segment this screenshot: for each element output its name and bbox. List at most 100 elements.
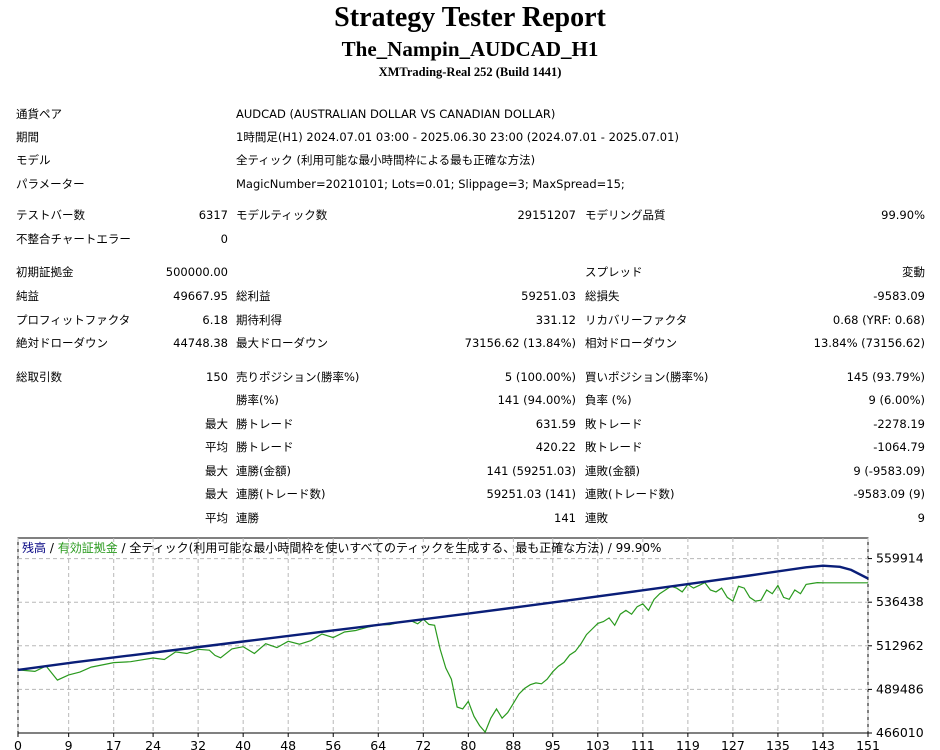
short-label: 売りポジション(勝率%) <box>236 370 360 384</box>
abs-dd-label: 絶対ドローダウン <box>16 336 108 350</box>
x-tick-label: 48 <box>280 738 296 750</box>
plot-area <box>17 537 869 734</box>
y-tick-label: 512962 <box>876 638 924 653</box>
x-tick-label: 95 <box>545 738 561 750</box>
consec-wins-count-label: 連勝(トレード数) <box>236 487 326 501</box>
bars-label: テストバー数 <box>16 208 85 222</box>
rel-dd-label: 相対ドローダウン <box>585 336 677 350</box>
average-label: 平均 <box>205 440 228 454</box>
consec-losses-count-label: 連敗(トレード数) <box>585 487 675 501</box>
consec-losses-count-value: -9583.09 (9) <box>853 487 925 501</box>
bars-value: 6317 <box>198 208 228 222</box>
gross-loss-value: -9583.09 <box>873 289 925 303</box>
report-title: Strategy Tester Report <box>334 2 606 33</box>
series-layer <box>17 564 869 734</box>
x-tick-label: 24 <box>145 738 161 750</box>
y-axis: 466010 489486 512962 536438 559914 <box>868 551 924 740</box>
avg-win-label: 勝トレード <box>236 440 294 454</box>
consec-losses-money-value: 9 (-9583.09) <box>853 464 925 478</box>
recovery-label: リカバリーファクタ <box>585 313 688 327</box>
avg-win-value: 420.22 <box>535 440 576 454</box>
quality-label: モデリング品質 <box>585 208 666 222</box>
model-value: 全ティック (利用可能な最小時間枠による最も正確な方法) <box>236 153 536 167</box>
avg-loss-value: -1064.79 <box>873 440 925 454</box>
x-tick-label: 119 <box>676 738 700 750</box>
avg-consec-label: 平均 <box>205 511 228 525</box>
x-tick-label: 17 <box>106 738 122 750</box>
server-info: XMTrading-Real 252 (Build 1441) <box>378 65 562 79</box>
period-value: 1時間足(H1) 2024.07.01 03:00 - 2025.06.30 2… <box>236 130 679 144</box>
consec-losses-money-label: 連敗(金額) <box>585 464 640 478</box>
legend-sep-1: / <box>46 541 58 555</box>
x-tick-label: 143 <box>811 738 835 750</box>
short-value: 5 (100.00%) <box>504 370 576 384</box>
gross-profit-label: 総利益 <box>236 289 271 303</box>
x-tick-label: 0 <box>14 738 22 750</box>
abs-dd-value: 44748.38 <box>173 336 228 350</box>
quality-value: 99.90% <box>881 208 925 222</box>
avg-consec-wins-label: 連勝 <box>236 511 259 525</box>
ticks-label: モデルティック数 <box>236 208 328 222</box>
gross-profit-value: 59251.03 <box>521 289 576 303</box>
x-axis: 0 9 17 24 32 40 48 56 64 72 80 88 95 103 111 119 127 135 1… <box>14 733 880 750</box>
avg-consec-losses-label: 連敗 <box>585 511 608 525</box>
avg-consec-losses-value: 9 <box>917 511 925 525</box>
model-label: モデル <box>16 153 51 167</box>
params-label: パラメーター <box>16 177 85 191</box>
params-value: MagicNumber=20210101; Lots=0.01; Slippag… <box>236 177 625 191</box>
legend-sep-2: / <box>118 541 130 555</box>
consec-wins-money-label: 連勝(金額) <box>236 464 291 478</box>
largest-loss-value: -2278.19 <box>873 417 925 431</box>
largest-label: 最大 <box>205 417 228 431</box>
y-tick-label: 466010 <box>876 725 924 740</box>
balance-equity-chart: 466010 489486 512962 536438 559914 0 9 17 24 32 4… <box>14 537 924 750</box>
x-tick-label: 88 <box>505 738 521 750</box>
net-value: 49667.95 <box>173 289 228 303</box>
largest-win-value: 631.59 <box>535 417 576 431</box>
symbol-label: 通貨ペア <box>16 107 62 121</box>
max-consec-label: 最大 <box>205 464 228 478</box>
x-tick-label: 32 <box>190 738 206 750</box>
legend-equity: 有効証拠金 <box>58 540 118 555</box>
x-tick-label: 135 <box>766 738 790 750</box>
recovery-value: 0.68 (YRF: 0.68) <box>832 313 925 327</box>
spread-value: 変動 <box>902 265 925 279</box>
max-consec2-label: 最大 <box>205 487 228 501</box>
legend-description: 全ティック(利用可能な最小時間枠を使いすべてのティックを生成する、最も正確な方法… <box>129 540 661 555</box>
max-dd-value: 73156.62 (13.84%) <box>464 336 576 350</box>
pf-label: プロフィットファクタ <box>16 313 131 327</box>
errors-label: 不整合チャートエラー <box>16 232 131 246</box>
rel-dd-value: 13.84% (73156.62) <box>813 336 925 350</box>
x-tick-label: 80 <box>460 738 476 750</box>
net-label: 純益 <box>16 289 39 303</box>
errors-value: 0 <box>220 232 228 246</box>
loss-rate-value: 9 (6.00%) <box>868 393 925 407</box>
y-tick-label: 559914 <box>876 551 924 566</box>
avg-consec-wins-value: 141 <box>554 511 576 525</box>
gross-loss-label: 総損失 <box>585 289 620 303</box>
trades-label: 総取引数 <box>16 370 62 384</box>
loss-rate-label: 負率 (%) <box>585 393 632 407</box>
report-subtitle: The_Nampin_AUDCAD_H1 <box>341 37 599 61</box>
equity-line <box>17 581 868 734</box>
deposit-label: 初期証拠金 <box>16 265 74 279</box>
y-tick-label: 489486 <box>876 681 924 696</box>
spread-label: スプレッド <box>585 265 643 279</box>
pf-value: 6.18 <box>202 313 228 327</box>
ticks-value: 29151207 <box>517 208 576 222</box>
largest-loss-label: 敗トレード <box>585 417 643 431</box>
legend-balance: 残高 <box>22 540 46 555</box>
win-rate-label: 勝率(%) <box>236 393 279 407</box>
symbol-value: AUDCAD (AUSTRALIAN DOLLAR VS CANADIAN DO… <box>236 107 556 121</box>
expected-value: 331.12 <box>535 313 576 327</box>
x-tick-label: 56 <box>325 738 341 750</box>
balance-line <box>17 564 869 672</box>
x-tick-label: 72 <box>415 738 431 750</box>
max-dd-label: 最大ドローダウン <box>236 336 328 350</box>
x-tick-label: 64 <box>370 738 386 750</box>
long-value: 145 (93.79%) <box>846 370 925 384</box>
chart-legend: 残高 / 有効証拠金 / 全ティック(利用可能な最小時間枠を使いすべてのティック… <box>22 540 661 555</box>
x-tick-label: 127 <box>721 738 745 750</box>
expected-label: 期待利得 <box>236 313 282 327</box>
x-tick-label: 151 <box>856 738 880 750</box>
